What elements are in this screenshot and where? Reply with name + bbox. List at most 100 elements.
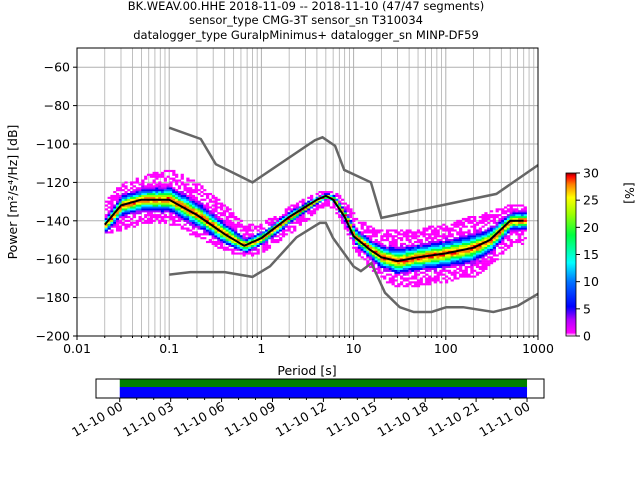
histogram-cell	[433, 271, 437, 274]
histogram-cell	[380, 262, 384, 265]
histogram-cell	[203, 217, 207, 221]
histogram-cell	[259, 233, 263, 236]
histogram-cell	[281, 229, 286, 232]
histogram-cell	[315, 208, 319, 211]
histogram-cell	[132, 202, 137, 205]
histogram-cell	[242, 240, 246, 244]
histogram-cell	[422, 229, 426, 232]
histogram-cell	[442, 242, 446, 245]
histogram-cell	[172, 171, 176, 174]
histogram-cell	[180, 216, 184, 219]
histogram-cell	[324, 192, 328, 196]
histogram-cell	[489, 235, 494, 238]
histogram-cell	[419, 267, 423, 270]
histogram-cell	[489, 246, 494, 249]
histogram-cell	[265, 229, 269, 232]
histogram-cell	[149, 210, 153, 213]
histogram-cell	[481, 217, 485, 221]
histogram-cell	[357, 244, 362, 247]
histogram-cell	[149, 217, 153, 221]
histogram-cell	[262, 246, 266, 249]
histogram-cell	[132, 191, 137, 194]
histogram-cell	[473, 235, 477, 238]
histogram-cell	[411, 285, 415, 288]
histogram-cell	[158, 221, 162, 224]
histogram-cell	[281, 221, 286, 224]
histogram-cell	[236, 237, 241, 240]
histogram-cell	[464, 231, 468, 234]
histogram-cell	[144, 196, 148, 199]
histogram-cell	[360, 231, 364, 234]
histogram-cell	[124, 200, 128, 203]
histogram-cell	[394, 267, 398, 270]
histogram-cell	[464, 217, 468, 221]
histogram-cell	[523, 212, 527, 215]
histogram-cell	[512, 212, 516, 215]
histogram-cell	[155, 208, 159, 211]
histogram-cell	[163, 208, 167, 211]
histogram-cell	[495, 208, 499, 211]
histogram-cell	[104, 231, 108, 234]
histogram-cell	[459, 240, 463, 244]
histogram-cell	[265, 246, 269, 249]
histogram-cell	[191, 216, 196, 219]
histogram-cell	[498, 225, 502, 228]
histogram-cell	[428, 265, 432, 269]
histogram-cell	[228, 221, 232, 224]
histogram-cell	[191, 231, 196, 234]
histogram-cell	[394, 252, 398, 255]
histogram-cell	[118, 216, 123, 219]
histogram-cell	[124, 214, 128, 217]
histogram-cell	[428, 242, 432, 245]
histogram-cell	[447, 235, 451, 238]
histogram-cell	[248, 229, 252, 232]
histogram-cell	[371, 231, 376, 234]
histogram-cell	[473, 239, 477, 242]
histogram-cell	[369, 231, 373, 234]
histogram-cell	[214, 242, 218, 245]
histogram-cell	[391, 264, 395, 267]
histogram-cell	[158, 189, 162, 192]
histogram-cell	[245, 233, 249, 236]
histogram-cell	[512, 217, 516, 221]
histogram-cell	[428, 225, 432, 228]
histogram-cell	[405, 248, 409, 251]
histogram-cell	[484, 252, 488, 255]
histogram-cell	[411, 250, 415, 253]
histogram-cell	[124, 181, 128, 184]
histogram-cell	[183, 185, 187, 188]
histogram-cell	[422, 283, 426, 286]
histogram-cell	[318, 204, 322, 207]
histogram-cell	[163, 210, 167, 213]
histogram-cell	[478, 233, 482, 236]
histogram-cell	[399, 283, 404, 286]
histogram-cell	[444, 269, 449, 272]
histogram-cell	[464, 244, 468, 247]
histogram-cell	[141, 194, 145, 197]
histogram-cell	[481, 252, 485, 255]
histogram-cell	[242, 254, 246, 257]
histogram-cell	[144, 216, 148, 219]
histogram-cell	[405, 265, 409, 269]
histogram-cell	[203, 189, 207, 192]
histogram-cell	[220, 214, 224, 217]
histogram-cell	[349, 223, 353, 226]
histogram-cell	[464, 225, 468, 228]
histogram-cell	[141, 221, 145, 224]
histogram-cell	[177, 185, 182, 188]
histogram-cell	[489, 227, 494, 230]
histogram-cell	[428, 262, 432, 265]
histogram-cell	[135, 202, 139, 205]
histogram-cell	[419, 244, 423, 247]
histogram-cell	[239, 244, 243, 247]
histogram-cell	[481, 225, 485, 228]
histogram-cell	[377, 267, 381, 270]
histogram-cell	[444, 262, 449, 265]
histogram-cell	[509, 223, 513, 226]
histogram-cell	[250, 233, 255, 236]
histogram-cell	[135, 221, 139, 224]
histogram-cell	[394, 231, 398, 234]
histogram-cell	[470, 264, 474, 267]
histogram-cell	[163, 219, 167, 222]
histogram-cell	[520, 239, 525, 242]
